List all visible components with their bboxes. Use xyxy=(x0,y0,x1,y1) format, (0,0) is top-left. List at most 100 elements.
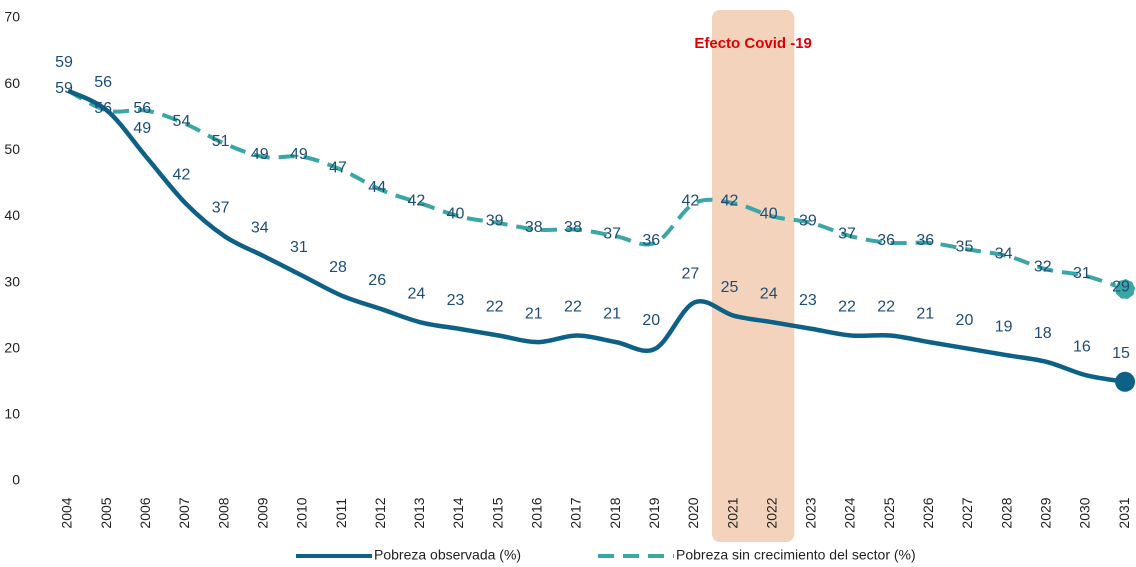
data-label: 29 xyxy=(1112,278,1130,295)
data-label: 59 xyxy=(55,54,73,71)
x-tick-label: 2026 xyxy=(920,497,936,528)
x-tick-label: 2019 xyxy=(646,497,662,528)
series-line xyxy=(67,88,1126,292)
data-label: 44 xyxy=(368,179,386,196)
data-label: 27 xyxy=(682,266,700,283)
data-label: 24 xyxy=(760,285,778,302)
data-label: 47 xyxy=(329,159,347,176)
y-tick-label: 30 xyxy=(4,273,20,289)
data-label: 37 xyxy=(212,199,230,216)
data-label: 40 xyxy=(760,206,778,223)
x-tick-label: 2030 xyxy=(1077,497,1093,528)
x-tick-label: 2021 xyxy=(724,497,740,528)
x-tick-label: 2027 xyxy=(959,497,975,528)
x-tick-label: 2006 xyxy=(137,497,153,528)
data-label: 40 xyxy=(447,206,465,223)
x-tick-label: 2005 xyxy=(98,497,114,528)
series-line xyxy=(66,88,1126,385)
data-label: 34 xyxy=(251,219,269,236)
y-tick-label: 20 xyxy=(4,339,20,355)
annotation: Efecto Covid -19 xyxy=(694,35,812,52)
y-tick-label: 70 xyxy=(4,9,20,25)
x-tick-label: 2024 xyxy=(842,497,858,528)
y-tick-label: 40 xyxy=(4,207,20,223)
x-tick-label: 2016 xyxy=(529,497,545,528)
data-label: 56 xyxy=(133,100,151,117)
y-tick-label: 0 xyxy=(12,472,20,488)
data-label: 21 xyxy=(603,305,621,322)
data-label: 38 xyxy=(564,219,582,236)
data-label: 28 xyxy=(329,259,347,276)
data-label: 23 xyxy=(799,292,817,309)
x-tick-label: 2015 xyxy=(489,497,505,528)
x-tick-label: 2023 xyxy=(803,497,819,528)
data-label: 21 xyxy=(525,305,543,322)
data-label: 31 xyxy=(1073,265,1091,282)
data-label: 56 xyxy=(94,74,112,91)
data-label: 23 xyxy=(447,292,465,309)
x-tick-label: 2011 xyxy=(333,498,349,528)
x-tick-label: 2014 xyxy=(450,497,466,528)
data-label: 15 xyxy=(1112,345,1130,362)
y-tick-label: 50 xyxy=(4,141,20,157)
x-tick-label: 2025 xyxy=(881,497,897,528)
data-label: 19 xyxy=(995,319,1013,336)
x-tick-label: 2010 xyxy=(294,497,310,528)
x-tick-label: 2022 xyxy=(763,497,779,528)
data-label: 36 xyxy=(877,232,895,249)
end-marker xyxy=(1114,278,1136,300)
data-label: 39 xyxy=(799,212,817,229)
y-tick-label: 10 xyxy=(4,406,20,422)
x-tick-label: 2013 xyxy=(411,497,427,528)
data-label: 36 xyxy=(642,232,660,249)
data-label: 31 xyxy=(290,239,308,256)
data-label: 37 xyxy=(838,225,856,242)
x-tick-label: 2018 xyxy=(607,497,623,528)
x-tick-label: 2009 xyxy=(254,497,270,528)
legend-label: Pobreza sin crecimiento del sector (%) xyxy=(676,547,916,563)
data-label: 18 xyxy=(1034,325,1052,342)
data-label: 49 xyxy=(251,146,269,163)
data-label: 34 xyxy=(995,245,1013,262)
x-tick-label: 2017 xyxy=(568,497,584,528)
data-label: 22 xyxy=(838,299,856,316)
data-label: 49 xyxy=(290,146,308,163)
covid-highlight xyxy=(711,10,795,542)
data-label: 38 xyxy=(525,219,543,236)
x-tick-label: 2008 xyxy=(215,497,231,528)
data-label: 35 xyxy=(956,239,974,256)
data-label: 20 xyxy=(956,312,974,329)
y-tick-label: 60 xyxy=(4,75,20,91)
data-label: 16 xyxy=(1073,338,1091,355)
data-label: 49 xyxy=(133,120,151,137)
data-label: 22 xyxy=(877,299,895,316)
x-tick-label: 2020 xyxy=(685,497,701,528)
data-label: 54 xyxy=(173,113,191,130)
data-label: 42 xyxy=(721,192,739,209)
data-label: 59 xyxy=(55,80,73,97)
x-tick-label: 2007 xyxy=(176,497,192,528)
data-label: 51 xyxy=(212,133,230,150)
x-tick-label: 2028 xyxy=(998,497,1014,528)
data-label: 37 xyxy=(603,225,621,242)
x-tick-label: 2012 xyxy=(372,497,388,528)
data-label: 42 xyxy=(407,192,425,209)
end-marker xyxy=(1115,371,1136,392)
data-label: 22 xyxy=(564,299,582,316)
data-label: 20 xyxy=(642,312,660,329)
data-label: 21 xyxy=(916,305,934,322)
data-label: 56 xyxy=(94,100,112,117)
x-tick-label: 2031 xyxy=(1116,497,1132,528)
data-label: 25 xyxy=(721,279,739,296)
x-tick-label: 2004 xyxy=(59,497,75,528)
data-label: 22 xyxy=(486,299,504,316)
data-label: 26 xyxy=(368,272,386,289)
legend-label: Pobreza observada (%) xyxy=(374,547,521,563)
data-label: 24 xyxy=(407,285,425,302)
data-label: 36 xyxy=(916,232,934,249)
data-label: 32 xyxy=(1034,259,1052,276)
data-label: 42 xyxy=(682,192,700,209)
data-label: 42 xyxy=(173,166,191,183)
data-label: 39 xyxy=(486,212,504,229)
